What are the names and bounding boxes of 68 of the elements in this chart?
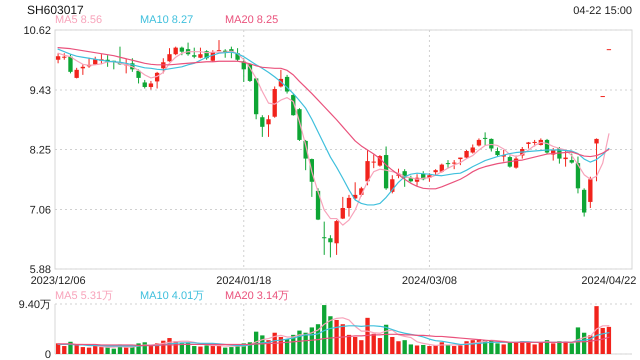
bar bbox=[180, 343, 184, 354]
y-tick-label: 9.40万 bbox=[18, 299, 51, 311]
bar bbox=[99, 347, 104, 354]
bar bbox=[396, 341, 401, 354]
bar bbox=[421, 344, 426, 354]
candlestick bbox=[372, 154, 376, 169]
candlestick bbox=[582, 188, 586, 218]
bar bbox=[86, 348, 92, 354]
bar bbox=[390, 336, 394, 354]
bar bbox=[551, 343, 556, 354]
bar bbox=[192, 346, 196, 354]
y-tick-label: 7.06 bbox=[30, 204, 51, 216]
y-tick-label: 8.25 bbox=[30, 144, 51, 156]
bar bbox=[570, 343, 574, 354]
candlestick bbox=[80, 64, 86, 76]
y-tick-label: 0 bbox=[44, 349, 51, 360]
candlestick bbox=[322, 221, 326, 256]
candlestick bbox=[482, 132, 488, 146]
bar bbox=[495, 343, 500, 354]
text: MA5 8.56 bbox=[55, 14, 102, 26]
bar bbox=[204, 345, 209, 354]
bar bbox=[372, 334, 376, 354]
text: MA10 4.01万 bbox=[140, 290, 204, 302]
candlestick bbox=[489, 138, 494, 152]
text: MA20 3.14万 bbox=[225, 290, 290, 302]
y-tick-label: 5.88 bbox=[30, 264, 51, 276]
text: MA10 8.27 bbox=[140, 14, 194, 26]
candlestick bbox=[594, 138, 599, 182]
candlestick bbox=[340, 196, 345, 220]
candlestick bbox=[495, 146, 500, 158]
candlestick bbox=[588, 176, 593, 208]
candlestick bbox=[167, 48, 172, 62]
candlestick bbox=[198, 47, 203, 59]
candlestick bbox=[346, 194, 352, 218]
bar bbox=[446, 345, 450, 354]
x-tick-label: 2024/04/22 bbox=[581, 275, 636, 287]
x-tick-label: 2023/12/06 bbox=[30, 275, 86, 287]
bar bbox=[508, 342, 512, 354]
x-tick-label: 2024/03/08 bbox=[402, 275, 457, 287]
candlestick bbox=[570, 153, 574, 164]
chart-title: SH603017 bbox=[27, 3, 84, 17]
candlestick bbox=[216, 40, 222, 52]
text: MA5 5.31万 bbox=[55, 290, 114, 302]
candlestick bbox=[390, 174, 394, 194]
x-tick-label: 2024/01/18 bbox=[216, 275, 272, 287]
bar bbox=[414, 345, 420, 354]
bar bbox=[378, 338, 382, 354]
text: 04-22 15:00 bbox=[573, 5, 632, 17]
bar bbox=[216, 346, 222, 354]
bar bbox=[93, 345, 98, 354]
candlestick bbox=[563, 150, 568, 168]
candlestick bbox=[508, 155, 512, 168]
y-tick-label: 9.43 bbox=[30, 85, 51, 97]
candlestick bbox=[328, 234, 333, 258]
candlestick bbox=[334, 220, 339, 256]
candlestick bbox=[470, 144, 475, 154]
candlestick bbox=[452, 160, 456, 170]
bar bbox=[148, 346, 154, 354]
bar bbox=[124, 348, 128, 354]
y-tick-label: 10.62 bbox=[23, 25, 51, 37]
candlestick bbox=[266, 114, 271, 138]
line-series bbox=[57, 334, 610, 346]
candlestick bbox=[260, 114, 264, 138]
bar bbox=[198, 346, 203, 354]
text: MA20 8.25 bbox=[225, 14, 278, 26]
bar bbox=[502, 344, 506, 354]
candlestick bbox=[192, 47, 196, 59]
candlestick bbox=[74, 67, 79, 79]
